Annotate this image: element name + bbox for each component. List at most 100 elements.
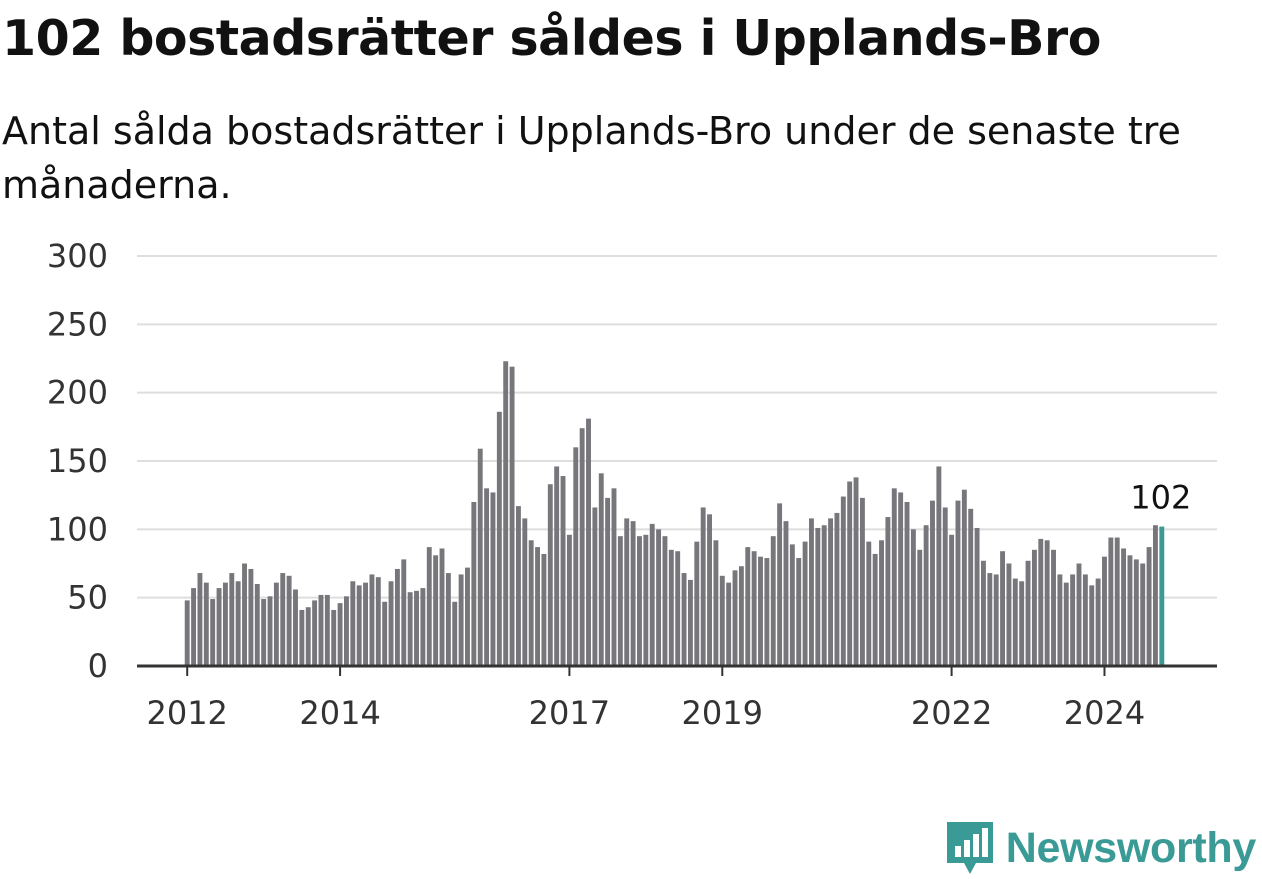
bar <box>458 574 464 666</box>
bar <box>484 488 490 666</box>
bar <box>229 573 235 666</box>
bar <box>840 496 846 666</box>
bar <box>222 582 228 666</box>
bar <box>248 568 254 666</box>
bar <box>936 466 942 666</box>
bar <box>1114 537 1120 666</box>
bar <box>751 551 757 666</box>
bar <box>592 507 598 666</box>
bar <box>624 518 630 666</box>
bar <box>566 534 572 666</box>
bar <box>1152 525 1158 666</box>
bar <box>394 568 400 666</box>
bar <box>637 536 642 666</box>
bar <box>809 518 814 666</box>
bar <box>465 567 470 666</box>
bar <box>280 573 286 666</box>
bar <box>859 497 865 666</box>
bar <box>414 590 419 666</box>
bar <box>235 581 241 666</box>
bar <box>1063 582 1069 666</box>
bar <box>407 592 413 666</box>
bar <box>216 588 222 666</box>
bar <box>184 600 190 666</box>
bar <box>324 594 330 666</box>
bar <box>318 594 324 666</box>
bar <box>630 521 636 666</box>
x-tick-label: 2012 <box>146 694 227 732</box>
bar <box>745 547 751 666</box>
bar <box>802 541 808 666</box>
bar <box>509 366 515 666</box>
bar <box>898 492 904 666</box>
bar <box>993 574 999 666</box>
bar-highlight <box>1159 526 1165 666</box>
bar <box>675 551 681 666</box>
bar <box>968 508 974 666</box>
bar <box>1133 559 1139 666</box>
bar <box>1095 578 1101 666</box>
bar <box>879 540 884 666</box>
bar <box>981 560 986 666</box>
chart-title: 102 bostadsrätter såldes i Upplands-Bro <box>2 10 1101 67</box>
bar <box>681 573 687 666</box>
bar <box>337 603 343 666</box>
bar <box>726 582 732 666</box>
bar <box>1089 585 1095 666</box>
bar <box>312 600 318 666</box>
bar <box>847 481 853 666</box>
bar <box>662 536 668 666</box>
bar <box>796 558 802 666</box>
bar <box>535 547 540 666</box>
bar <box>210 599 216 666</box>
bar <box>643 534 649 666</box>
y-tick-label: 0 <box>88 647 108 685</box>
chart-subtitle: Antal sålda bostadsrätter i Upplands-Bro… <box>2 109 1181 207</box>
bar <box>821 525 827 666</box>
bar <box>885 517 891 666</box>
bar <box>369 574 375 666</box>
bar <box>707 514 712 666</box>
data-label-latest: 102 <box>1130 479 1191 517</box>
bar <box>758 556 763 666</box>
bar <box>1006 563 1012 666</box>
x-tick-label: 2022 <box>911 694 992 732</box>
bar <box>356 585 362 666</box>
bar <box>1102 556 1107 666</box>
y-tick-label: 50 <box>67 579 108 617</box>
bar <box>293 589 298 666</box>
bar <box>1121 548 1127 666</box>
bar <box>1000 551 1006 666</box>
bar <box>853 477 859 666</box>
bar <box>891 488 897 666</box>
bar <box>1012 578 1018 666</box>
bar <box>719 575 725 666</box>
y-tick-label: 150 <box>47 442 108 480</box>
bar <box>789 544 795 666</box>
bar <box>1031 549 1037 666</box>
bar <box>1127 555 1133 666</box>
bar <box>388 581 394 666</box>
x-tick-label: 2017 <box>529 694 610 732</box>
y-tick-label: 300 <box>47 237 108 275</box>
bar <box>286 575 292 666</box>
bar <box>605 497 611 666</box>
bar <box>904 502 910 666</box>
bar <box>203 582 209 666</box>
bar <box>522 518 528 666</box>
bar <box>1108 537 1114 666</box>
brand-name: Newsworthy <box>1005 823 1257 872</box>
bar <box>382 601 388 666</box>
y-tick-label: 200 <box>47 374 108 412</box>
x-tick-label: 2014 <box>299 694 380 732</box>
bar <box>872 553 878 666</box>
bar <box>949 534 955 666</box>
bar <box>305 607 311 666</box>
bar <box>331 609 337 666</box>
bar <box>987 573 993 666</box>
newsworthy-logo-icon <box>946 822 993 874</box>
bar <box>917 549 923 666</box>
bar <box>866 541 872 666</box>
bar <box>955 500 961 666</box>
